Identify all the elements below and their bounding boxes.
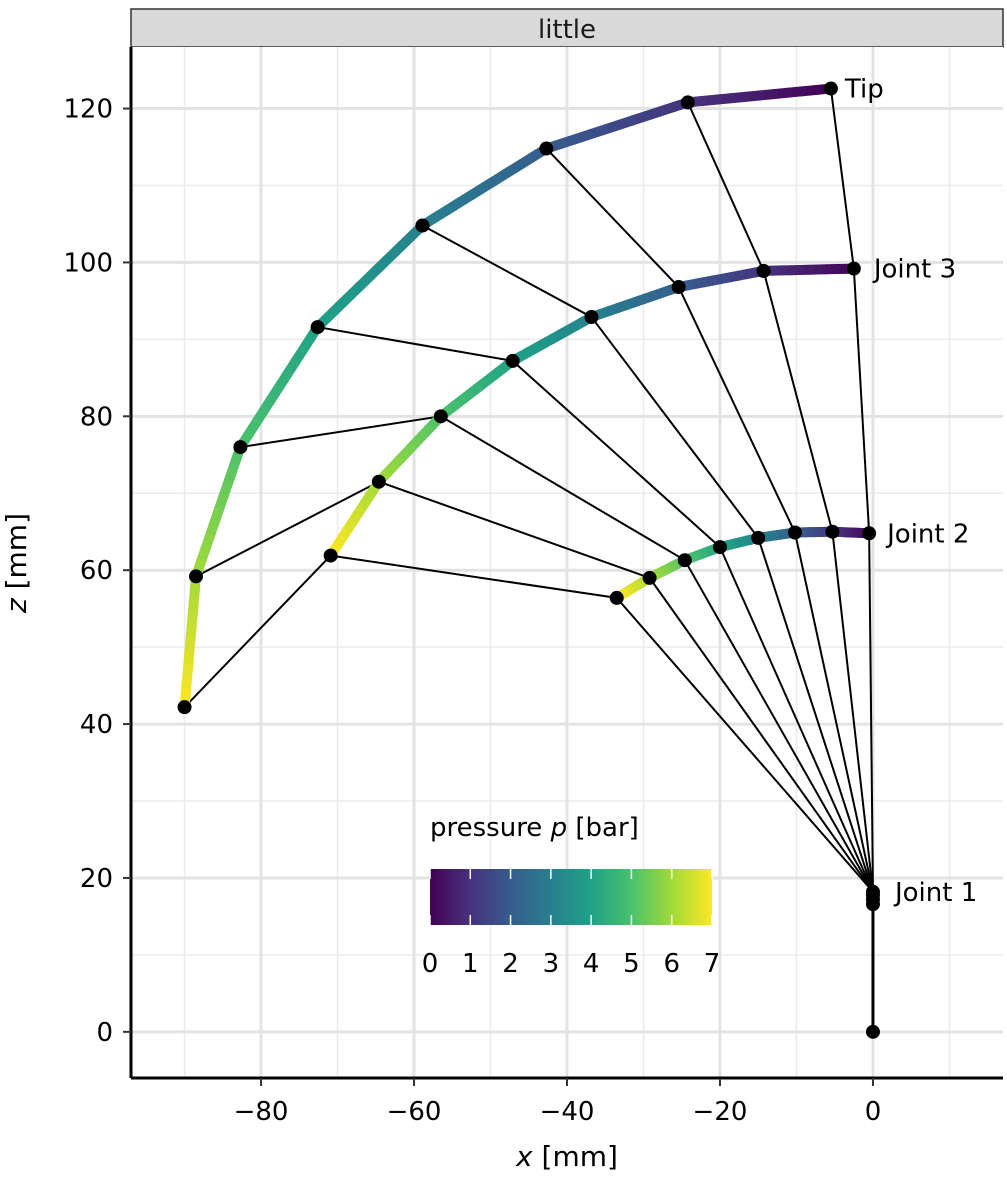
joint-annotations: Tip Joint 3 Joint 2 Joint 1 [844, 75, 977, 908]
y-tick-label: 60 [80, 556, 113, 586]
joint3-point [505, 353, 520, 368]
colorbar [430, 869, 712, 925]
tip-point [189, 569, 204, 584]
joint3-point [671, 280, 686, 295]
joint2-point [862, 526, 877, 541]
finger-link-p7 [183, 554, 874, 893]
facet-strip-label: little [538, 15, 596, 45]
tip-point [233, 440, 248, 455]
joint2-point [712, 540, 727, 555]
y-tick-label: 120 [63, 95, 113, 125]
x-axis-title-unit: [mm] [533, 1140, 618, 1173]
y-axis: 0 20 40 60 80 100 120 [63, 95, 131, 1048]
x-tick-label: −80 [234, 1097, 289, 1127]
tip-point [539, 141, 554, 156]
y-tick-label: 0 [96, 1018, 113, 1048]
tip-point [823, 81, 838, 96]
finger-link-p1 [686, 101, 874, 892]
annotation-label: Joint 1 [893, 878, 977, 908]
annotation-label: Joint 2 [885, 519, 969, 549]
joint3-point [584, 310, 599, 325]
joint3-point [433, 409, 448, 424]
legend-title: pressure p [bar] [430, 813, 639, 843]
y-tick-label: 100 [63, 248, 113, 278]
joint2-point [609, 590, 624, 605]
x-tick-label: −60 [387, 1097, 442, 1127]
finger-link-p0 [829, 88, 874, 892]
x-axis-title-var: x [515, 1140, 533, 1173]
x-axis-title: x [mm] [515, 1140, 618, 1173]
tip-point [177, 700, 192, 715]
x-axis: −80 −60 −40 −20 0 [234, 1078, 882, 1127]
data-points [177, 81, 880, 1039]
y-axis-title: z [mm] [0, 513, 33, 614]
tip-point [415, 218, 430, 233]
joint2-point [787, 525, 802, 540]
y-tick-label: 80 [80, 402, 113, 432]
finger-link-p2 [545, 147, 874, 893]
colorbar-tick-label: 1 [462, 949, 479, 979]
connector-lines [183, 88, 875, 1032]
joint2-point [825, 524, 840, 539]
finger-link-p4 [317, 326, 874, 893]
finger-link-p5 [240, 415, 874, 893]
tip-point [310, 320, 325, 335]
colorbar-tick-label: 4 [583, 949, 600, 979]
finger-link-p3 [421, 224, 874, 893]
tip-point [680, 95, 695, 110]
finger-link-p6 [195, 480, 874, 893]
joint2-point [677, 553, 692, 568]
joint2-point [642, 570, 657, 585]
joint1-point [865, 884, 880, 899]
colorbar-tick-label: 0 [422, 949, 439, 979]
x-tick-label: −40 [540, 1097, 595, 1127]
joint3-point [846, 261, 861, 276]
annotation-label: Tip [844, 75, 884, 105]
x-tick-label: −20 [693, 1097, 748, 1127]
legend-title-prefix: pressure [430, 813, 551, 843]
colorbar-tick-label: 5 [623, 949, 640, 979]
legend-title-suffix: [bar] [567, 813, 639, 843]
facet-strip [130, 8, 1004, 48]
joint3-point [371, 474, 386, 489]
x-tick-label: 0 [865, 1097, 882, 1127]
y-tick-label: 40 [80, 710, 113, 740]
colorbar-tick-label: 2 [502, 949, 519, 979]
joint3-point [756, 263, 771, 278]
joint2-point [751, 530, 766, 545]
annotation-label: Joint 3 [872, 255, 956, 285]
y-axis-title-var: z [0, 597, 33, 614]
y-tick-label: 20 [80, 864, 113, 894]
y-axis-title-unit: [mm] [0, 513, 33, 598]
colorbar-tick-label: 6 [663, 949, 680, 979]
joint3-point [323, 548, 338, 563]
legend-title-var: p [550, 813, 568, 843]
joint1-point [865, 1024, 880, 1039]
colorbar-tick-label: 3 [543, 949, 560, 979]
colorbar-tick-label: 7 [704, 949, 721, 979]
